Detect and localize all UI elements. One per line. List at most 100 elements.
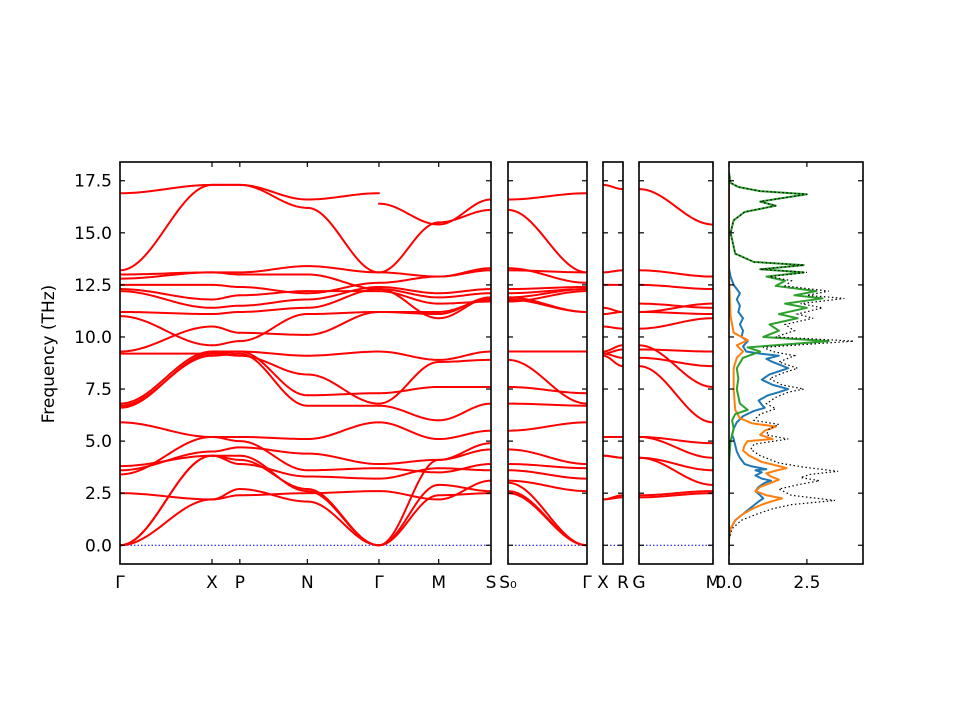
band-line — [238, 306, 309, 313]
band-line — [306, 265, 380, 274]
band-line — [238, 298, 309, 307]
band-line — [639, 356, 713, 368]
band-line — [508, 402, 587, 407]
band-line — [120, 492, 214, 501]
band-line — [437, 288, 491, 295]
y-axis-label: Frequency (THz) — [39, 285, 59, 424]
band-line — [437, 208, 491, 224]
band-line — [508, 385, 587, 395]
band-line — [639, 188, 713, 226]
band-line — [211, 310, 241, 316]
y-tick-label: 2.5 — [85, 484, 112, 504]
band-line — [437, 350, 491, 361]
x-tick-label: S — [486, 573, 497, 593]
band-line — [238, 285, 309, 295]
band-line — [120, 290, 214, 309]
band-panel-1: 0.0 2.5 5.0 7.5 10.0 12.5 15.0 17.5 Γ X P N Γ M S — [74, 161, 497, 593]
band-line — [377, 350, 440, 361]
band-line — [238, 313, 309, 343]
band-line — [437, 429, 491, 441]
band-line — [508, 479, 587, 493]
band-line — [238, 492, 309, 497]
band-line — [377, 288, 440, 299]
band-line — [306, 310, 380, 336]
band-line — [377, 221, 440, 274]
x-tick-label: Γ — [374, 573, 384, 593]
band-line — [211, 325, 241, 334]
panel-frame — [602, 161, 624, 565]
band-line — [120, 310, 214, 316]
band-line — [377, 202, 440, 226]
band-line — [238, 331, 309, 336]
band-line — [639, 435, 713, 459]
band-line — [120, 498, 214, 547]
band-line — [377, 285, 440, 295]
band-line — [603, 494, 623, 501]
band-line — [639, 283, 713, 291]
band-line — [377, 310, 440, 316]
band-line — [508, 296, 587, 313]
band-line — [639, 344, 713, 388]
band-line — [377, 467, 440, 474]
dos-panel: 0.0 2.5 — [715, 161, 864, 593]
band-line — [508, 288, 587, 295]
band-line — [508, 269, 587, 274]
x-tick-label: M — [431, 573, 446, 593]
band-line — [120, 315, 214, 347]
panel-frame — [119, 161, 492, 565]
band-line — [120, 350, 214, 405]
band-line — [508, 448, 587, 466]
band-line — [238, 350, 309, 357]
band-line — [437, 483, 491, 493]
band-line — [120, 421, 214, 438]
band-line — [120, 183, 214, 272]
band-line — [377, 483, 440, 547]
band-line — [306, 475, 380, 480]
y-tick-label: 5.0 — [85, 432, 112, 452]
band-line — [238, 435, 309, 441]
x-tick-label: S₀ — [499, 573, 517, 593]
band-line — [377, 458, 440, 466]
band-line — [306, 310, 380, 316]
band-line — [211, 283, 241, 288]
band-line — [306, 373, 380, 405]
band-line — [306, 350, 380, 357]
y-tick-label: 7.5 — [85, 380, 112, 400]
band-line — [306, 281, 380, 295]
band-line — [437, 448, 491, 461]
band-line — [211, 271, 241, 276]
band-line — [211, 350, 241, 355]
band-line — [120, 325, 214, 353]
x-tick-label: G — [632, 573, 645, 593]
band-line — [211, 304, 241, 309]
y-tick-label: 10.0 — [74, 328, 112, 348]
band-line — [437, 402, 491, 422]
band-panels: 0.02.55.07.510.012.515.017.5Γ X P N Γ M S S₀ Γ X R… — [74, 161, 721, 593]
band-line — [377, 467, 440, 480]
band-line — [639, 269, 713, 278]
band-line — [639, 348, 713, 353]
band-line — [508, 285, 587, 291]
band-line — [639, 302, 713, 309]
band-line — [238, 463, 309, 478]
band-line — [639, 302, 713, 313]
y-tick-label: 12.5 — [74, 276, 112, 296]
band-line — [508, 421, 587, 432]
y-tick-label: 15.0 — [74, 224, 112, 244]
band-line — [437, 467, 491, 472]
band-line — [211, 294, 241, 301]
band-line — [508, 208, 587, 274]
band-line — [238, 183, 309, 209]
dos-x-tick-label: 2.5 — [793, 573, 820, 593]
band-line — [120, 435, 214, 476]
x-tick-label: M — [706, 573, 721, 593]
band-line — [377, 404, 440, 422]
band-line — [238, 488, 309, 503]
band-line — [306, 467, 380, 472]
band-line — [508, 463, 587, 470]
band-line — [377, 271, 440, 278]
band-line — [437, 296, 491, 320]
band-line — [639, 490, 713, 497]
